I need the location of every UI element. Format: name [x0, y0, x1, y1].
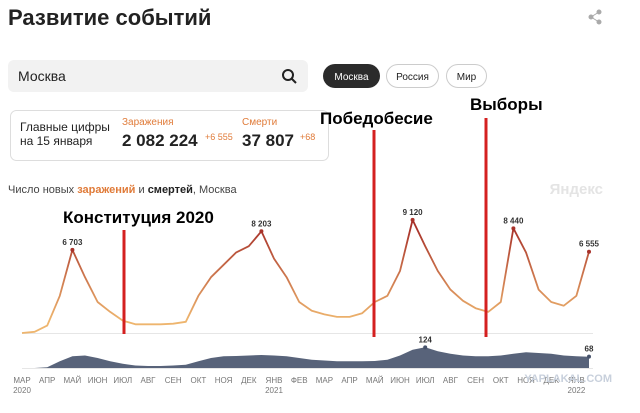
title-part: и [135, 184, 147, 196]
brand: Яндекс [550, 181, 603, 198]
summary-heading: Главные цифры [20, 120, 110, 134]
title-part: , Москва [193, 184, 238, 196]
peak-marker [587, 249, 591, 254]
x-tick-label: СЕН [467, 376, 484, 385]
plot: МАР АПР МАЙ ИЮН ИЮЛ АВГ СЕН ОКТ НОЯ ДЕК ЯНВ ФЕВ МАР А… [13, 208, 599, 395]
summary-card [10, 110, 329, 161]
x-tick-label: ЯНВ [568, 376, 585, 385]
chart-title: Число новых заражений и смертей, Москва [8, 184, 237, 196]
x-tick-label: ЯНВ [266, 376, 283, 385]
x-tick-label: ИЮН [390, 376, 410, 385]
x-tick-label: НОЯ [215, 376, 233, 385]
button-label: Мир [457, 72, 477, 83]
x-tick-label: СЕН [165, 376, 182, 385]
deaths-label: Смерти [242, 117, 277, 128]
watermark: YAPLAKAL.COM [524, 373, 612, 385]
x-tick-label: НОЯ [517, 376, 535, 385]
x-tick-label: ДЕК [241, 376, 257, 385]
title-part: смертей [148, 184, 193, 196]
search-value: Москва [18, 68, 66, 84]
cases-label: Заражения [122, 117, 174, 128]
value-label: 8 440 [503, 216, 524, 225]
x-tick-label: ФЕВ [291, 376, 308, 385]
peak-marker [70, 247, 75, 252]
x-tick-label: ОКТ [191, 376, 207, 385]
x-tick-label: МАЙ [64, 376, 82, 385]
button-label: Россия [396, 72, 429, 83]
x-tick-label: АПР [341, 376, 357, 385]
region-button-selected[interactable] [323, 64, 380, 88]
cases-line [21, 219, 590, 334]
summary-heading: на 15 января [20, 134, 92, 148]
x-tick-label: АВГ [140, 376, 156, 385]
x-tick-label: АПР [39, 376, 55, 385]
annotation: Выборы [470, 95, 543, 114]
value-label: 8 203 [251, 219, 272, 228]
x-tick-label: ОКТ [493, 376, 509, 385]
x-tick-label: АВГ [443, 376, 459, 385]
peak-marker [410, 217, 415, 222]
x-tick-label: ИЮЛ [416, 376, 435, 385]
x-tick-label: МАЙ [366, 376, 384, 385]
value-label: 68 [585, 345, 594, 354]
page-title: Развитие событий [8, 5, 211, 30]
peak-marker [587, 354, 591, 359]
x-tick-label: ИЮН [88, 376, 108, 385]
region-button[interactable] [386, 64, 439, 88]
deaths-delta: +68 [300, 132, 315, 142]
peak-marker [423, 345, 428, 350]
search-icon[interactable] [282, 69, 297, 84]
value-label: 9 120 [403, 208, 424, 217]
value-label: 6 703 [62, 238, 83, 247]
x-year-label: 2021 [265, 386, 283, 395]
deaths-value: 37 807 [242, 131, 294, 150]
peak-marker [259, 229, 264, 234]
x-year-label: 2020 [13, 386, 31, 395]
x-year-label: 2022 [568, 386, 586, 395]
peak-marker [511, 226, 516, 231]
deaths-area [22, 347, 589, 368]
value-label: 6 555 [579, 240, 600, 249]
annotation: Конституция 2020 [63, 208, 214, 227]
region-button[interactable] [446, 64, 487, 88]
value-label: 124 [419, 335, 433, 344]
x-tick-label: МАР [316, 376, 333, 385]
search-box[interactable] [8, 60, 308, 92]
cases-delta: +6 555 [205, 132, 233, 142]
x-tick-label: ИЮЛ [113, 376, 132, 385]
title-part: заражений [77, 184, 135, 196]
x-tick-label: ДЕК [543, 376, 559, 385]
button-label: Москва [334, 72, 369, 83]
share-icon[interactable] [588, 9, 602, 25]
annotation: Победобесие [320, 109, 433, 128]
cases-value: 2 082 224 [122, 131, 198, 150]
x-tick-label: МАР [13, 376, 30, 385]
title-part: Число новых [8, 184, 77, 196]
